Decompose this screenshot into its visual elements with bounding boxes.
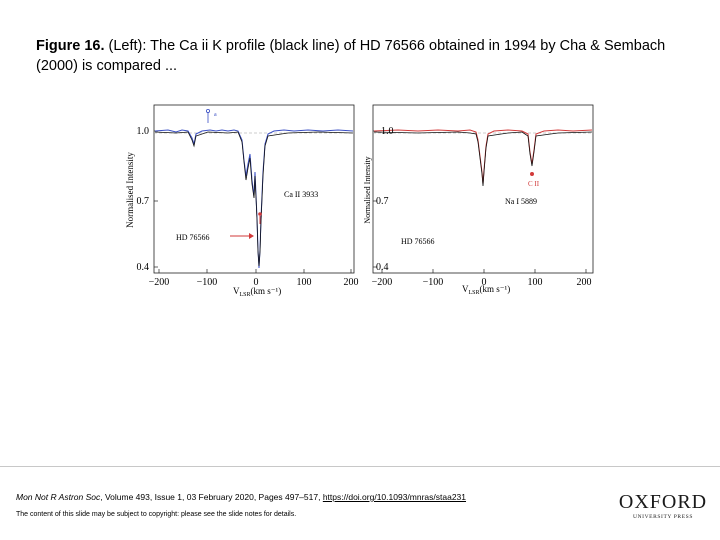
- right-marker-label: C II: [528, 180, 540, 188]
- right-ylabel: Normalised Intensity: [363, 156, 372, 223]
- oxford-logo: OXFORD UNIVERSITY PRESS: [617, 491, 709, 521]
- left-arrow-head: [249, 233, 254, 239]
- footer-divider: [0, 466, 720, 467]
- left-mark-e-dot: [206, 108, 211, 113]
- logo-name: OXFORD: [618, 491, 708, 513]
- left-frame: [153, 104, 355, 274]
- right-xtick-3: 0: [482, 277, 487, 288]
- right-frame: [372, 104, 594, 274]
- left-panel: a 1.0 0.7 0.4 Normalised Intensity −200 …: [125, 104, 359, 298]
- right-star-label: HD 76566: [401, 237, 435, 246]
- citation-details: , Volume 493, Issue 1, 03 February 2020,…: [100, 492, 323, 502]
- left-xtick-2: −100: [197, 277, 218, 288]
- right-xlabel-unit: (km s⁻¹): [480, 284, 511, 294]
- left-xtick-4: 100: [297, 277, 312, 288]
- right-xtick-1: −200: [372, 277, 393, 288]
- left-ylabel: Normalised Intensity: [125, 152, 135, 228]
- left-xlabel-unit: (km s⁻¹): [251, 286, 282, 296]
- right-xlabel-sub: LSR: [469, 290, 480, 296]
- doi-link[interactable]: https://doi.org/10.1093/mnras/staa231: [322, 492, 467, 502]
- left-red-dot: [258, 212, 262, 216]
- left-ytick-3: 0.4: [137, 262, 150, 273]
- left-ytick-1: 1.0: [137, 126, 150, 137]
- left-xtick-1: −200: [149, 277, 170, 288]
- right-line-label: Na I 5889: [505, 197, 537, 206]
- left-legend-a: a: [214, 112, 217, 118]
- right-xtick-2: −100: [423, 277, 444, 288]
- left-star-label: HD 76566: [176, 233, 210, 242]
- left-xlabel-sub: LSR: [240, 292, 251, 298]
- right-ytick-1: 1.0: [381, 126, 394, 137]
- figure-image: a 1.0 0.7 0.4 Normalised Intensity −200 …: [118, 100, 598, 300]
- left-xlabel: VLSR(km s⁻¹): [233, 286, 281, 298]
- figure-caption: Figure 16. (Left): The Ca ii K profile (…: [36, 36, 676, 76]
- copyright-notice: The content of this slide may be subject…: [16, 511, 297, 518]
- left-profile-blue: [154, 129, 354, 269]
- spectra-figure: a 1.0 0.7 0.4 Normalised Intensity −200 …: [125, 104, 594, 298]
- right-xlabel-v: V: [462, 284, 469, 294]
- right-ytick-2: 0.7: [376, 196, 389, 207]
- right-marker-dot: [530, 172, 534, 176]
- left-line-label: Ca II 3933: [284, 190, 318, 199]
- right-ytick-3: 0.4: [376, 262, 389, 273]
- logo-subtitle: UNIVERSITY PRESS: [633, 514, 693, 520]
- caption-text: (Left): The Ca ii K profile (black line)…: [36, 38, 666, 74]
- left-ytick-2: 0.7: [137, 196, 150, 207]
- left-xtick-3: 0: [254, 277, 259, 288]
- journal-name: Mon Not R Astron Soc: [16, 492, 101, 502]
- right-xtick-4: 100: [528, 277, 543, 288]
- left-profile-black: [154, 131, 354, 267]
- right-profile-red: [373, 129, 593, 185]
- right-panel: C II 1.0 0.7 0.4 Normalised Intensity −2…: [363, 104, 594, 296]
- figure-label: Figure 16.: [36, 38, 105, 54]
- right-xtick-5: 200: [577, 277, 592, 288]
- right-profile-black: [373, 131, 593, 187]
- right-xlabel: VLSR(km s⁻¹): [462, 284, 510, 296]
- citation: Mon Not R Astron Soc, Volume 493, Issue …: [16, 492, 466, 502]
- left-xlabel-v: V: [233, 286, 240, 296]
- left-xtick-5: 200: [344, 277, 359, 288]
